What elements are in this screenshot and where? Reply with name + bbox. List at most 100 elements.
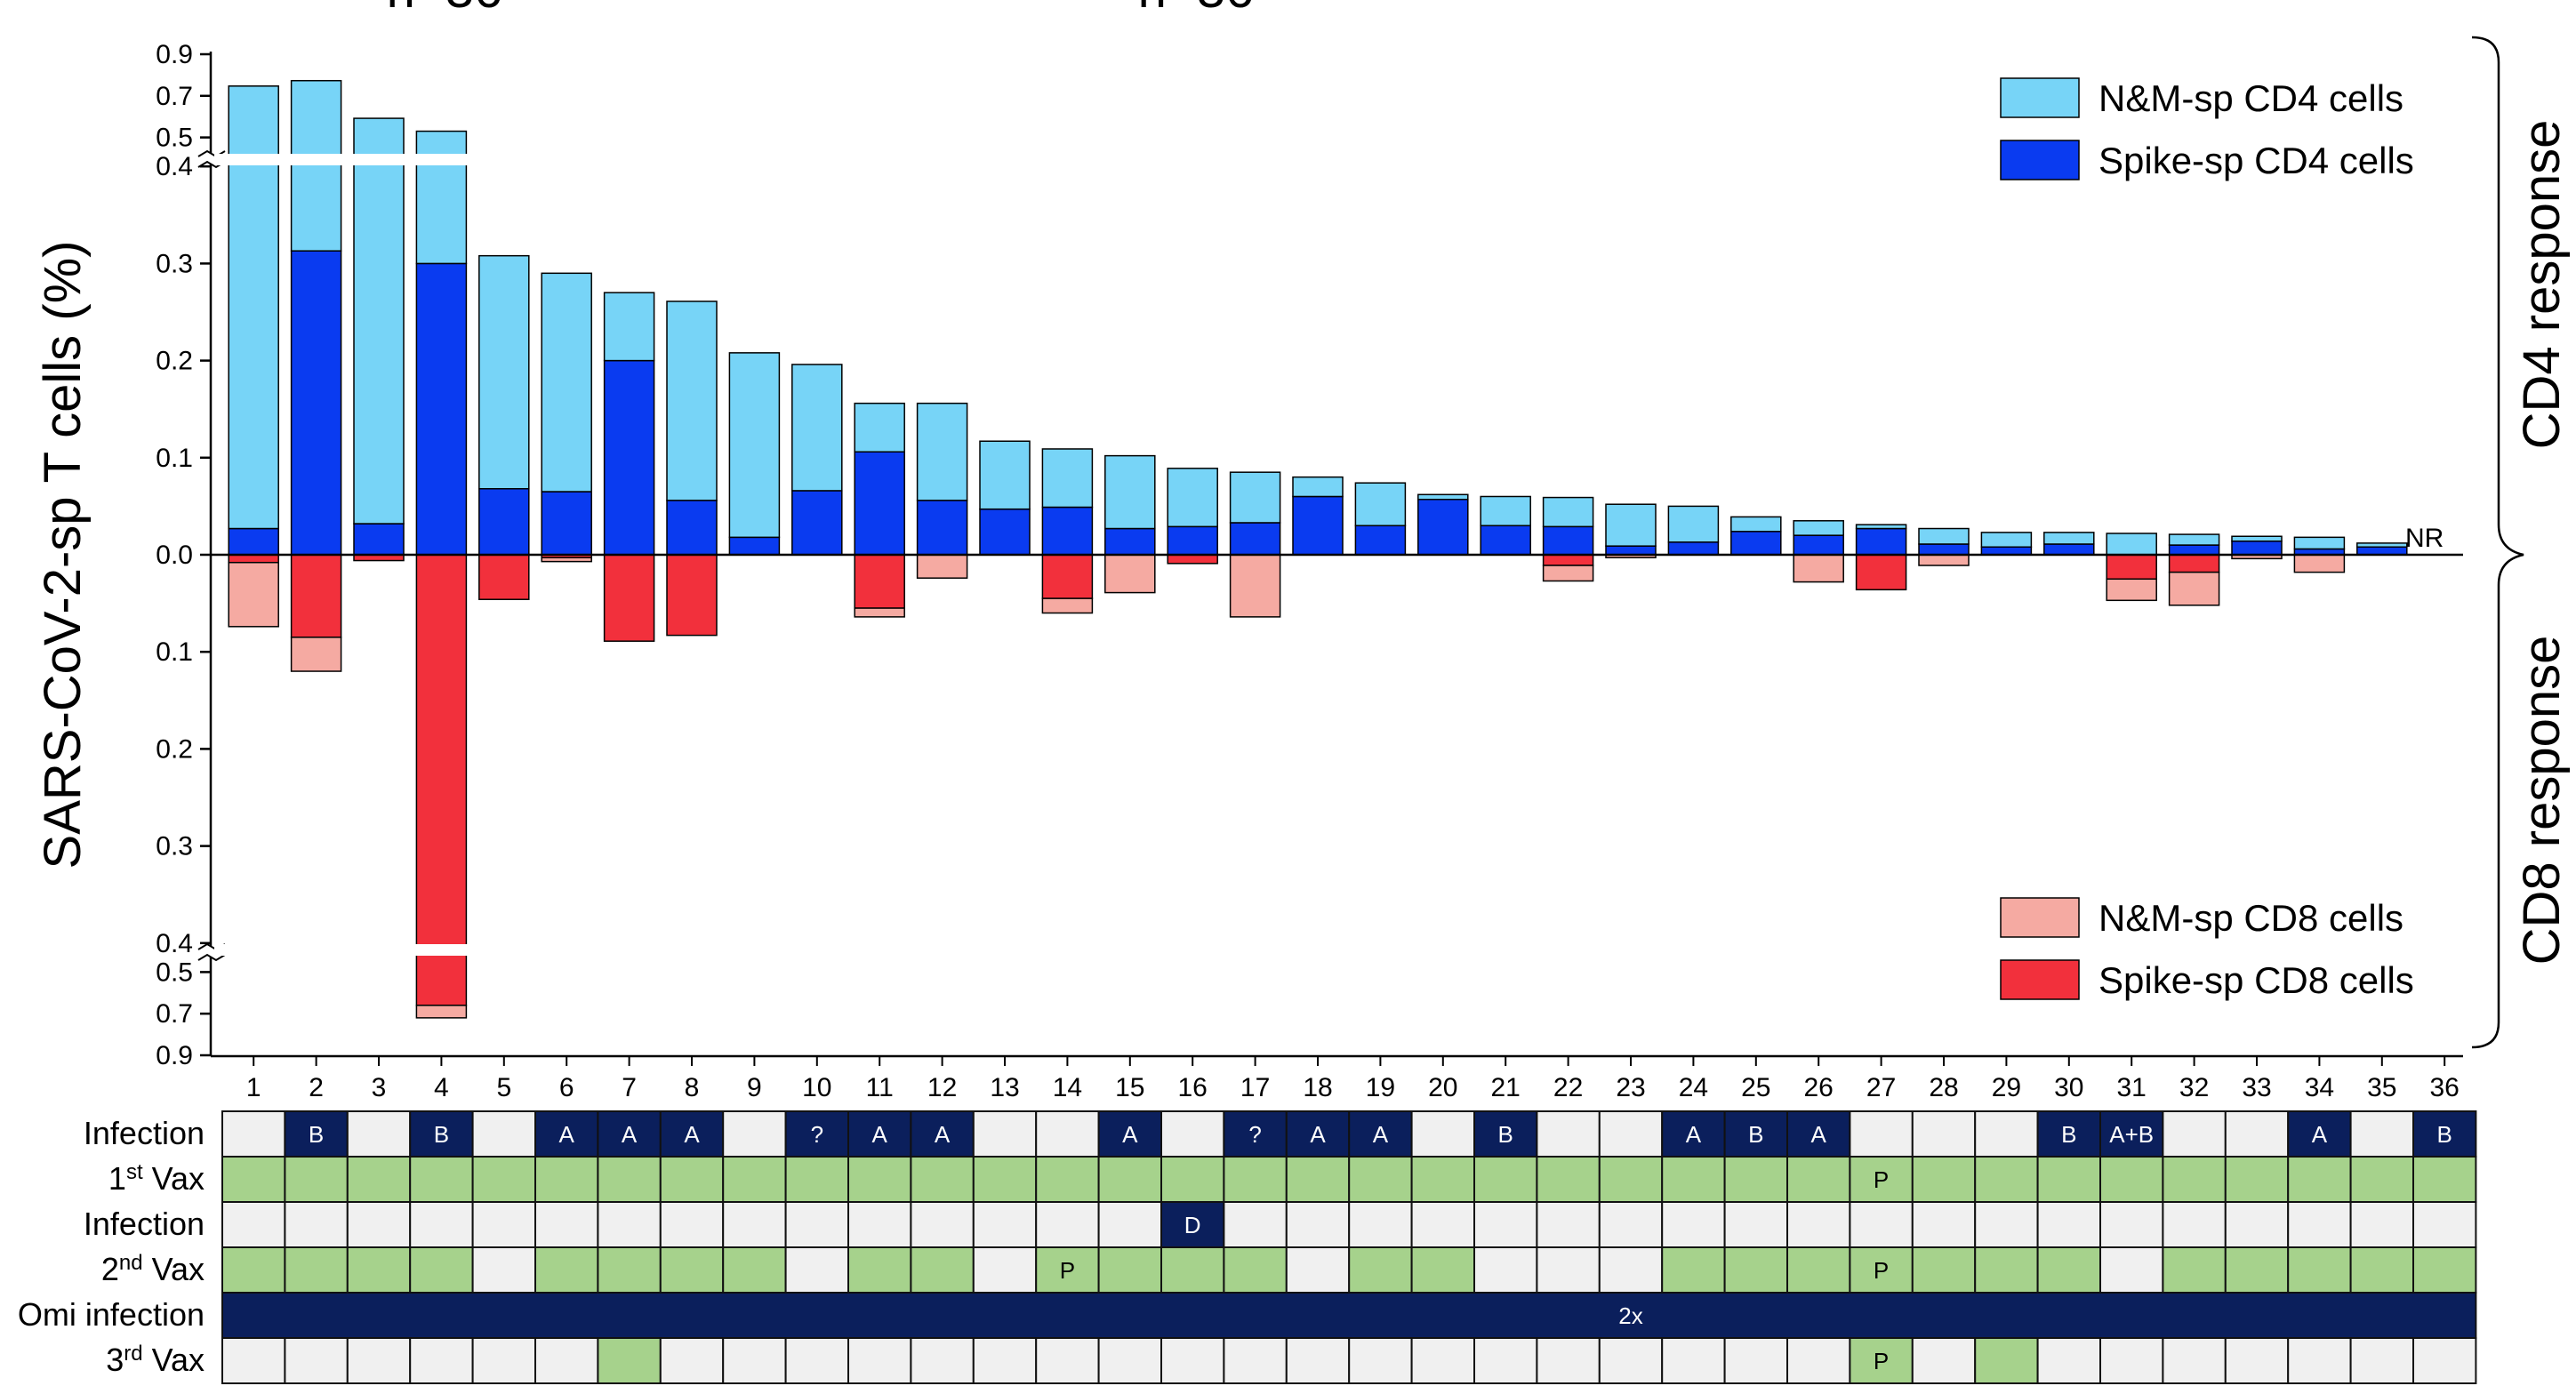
bar-spike-cd4	[1480, 525, 1531, 556]
grid-cell	[346, 1156, 412, 1203]
grid-cell	[471, 1156, 536, 1203]
grid-cell	[1536, 1156, 1601, 1203]
grid-cell	[1974, 1201, 2039, 1248]
grid-cell	[2412, 1201, 2477, 1248]
bar-nm-cd4	[415, 130, 468, 265]
bar-nm-cd4	[1855, 524, 1907, 530]
grid-cell-text: A	[1686, 1121, 1702, 1148]
bar-spike-cd4	[2231, 540, 2283, 556]
grid-cell	[284, 1246, 349, 1294]
bar-spike-cd8	[1041, 554, 1094, 599]
bar-nm-cd4	[1041, 448, 1094, 509]
grid-cell	[597, 1337, 662, 1384]
grid-cell	[1911, 1201, 1977, 1248]
legend-swatch	[2000, 959, 2080, 1000]
x-tick-label: 8	[685, 1073, 700, 1102]
grid-cell	[1723, 1110, 1788, 1158]
bar-nm-cd8	[1542, 565, 1594, 582]
grid-cell	[1723, 1337, 1788, 1384]
grid-cell-text: B	[434, 1121, 449, 1148]
grid-cell-text: P	[1874, 1257, 1889, 1284]
grid-cell	[1285, 1156, 1351, 1203]
bar-nm-cd4	[1480, 495, 1531, 526]
grid-cell-text: A	[935, 1121, 951, 1148]
grid-cell	[1723, 1156, 1788, 1203]
bar-spike-cd4	[1292, 495, 1344, 556]
grid-cell-text: P	[1060, 1257, 1075, 1284]
bar-spike-cd4	[666, 500, 718, 556]
grid-cell	[284, 1201, 349, 1248]
grid-cell	[1097, 1246, 1162, 1294]
grid-cell	[1223, 1337, 1288, 1384]
x-tick-label: 16	[1178, 1073, 1208, 1102]
grid-cell	[1974, 1110, 2039, 1158]
bar-nm-cd4	[1292, 476, 1344, 498]
y-tick-label-down: 0.4	[156, 929, 193, 958]
grid-cell	[1661, 1156, 1726, 1203]
grid-cell	[1473, 1337, 1538, 1384]
bar-spike-cd4	[1354, 525, 1407, 556]
bar-spike-cd4	[290, 250, 342, 556]
grid-cell	[597, 1246, 662, 1294]
grid-cell	[2162, 1337, 2227, 1384]
nr-label: NR	[2405, 524, 2444, 553]
bar-nm-cd4	[2043, 532, 2095, 545]
grid-cell	[2412, 1337, 2477, 1384]
grid-cell	[1097, 1201, 1162, 1248]
x-tick-label: 2	[309, 1073, 324, 1102]
bar-spike-cd4	[1605, 545, 1657, 556]
grid-row-label: 3rd Vax	[106, 1342, 205, 1378]
bar-nm-cd8	[2106, 578, 2157, 602]
grid-cell	[346, 1246, 412, 1294]
x-tick-label: 21	[1491, 1073, 1521, 1102]
grid-cell	[2162, 1110, 2227, 1158]
y-tick-label-up: 0.3	[156, 249, 193, 278]
grid-cell	[847, 1201, 912, 1248]
y-tick-label-lower: 0.5	[156, 957, 193, 987]
grid-cell	[659, 1246, 725, 1294]
grid-cell	[221, 1201, 286, 1248]
bar-nm-cd8	[541, 557, 592, 563]
grid-cell	[471, 1110, 536, 1158]
bar-nm-cd4	[1605, 503, 1657, 547]
grid-cell	[2287, 1201, 2352, 1248]
grid-cell	[1285, 1246, 1351, 1294]
x-tick-label: 12	[927, 1073, 957, 1102]
bar-spike-cd4	[1730, 531, 1782, 556]
x-tick-label: 27	[1866, 1073, 1896, 1102]
grid-cell	[1035, 1156, 1100, 1203]
grid-cell	[1661, 1201, 1726, 1248]
x-tick-label: 34	[2305, 1073, 2334, 1102]
bar-nm-cd4	[1918, 527, 1970, 545]
bar-nm-cd4	[2293, 536, 2346, 550]
legend-label: N&M-sp CD8 cells	[2099, 897, 2403, 939]
grid-cell	[1598, 1110, 1664, 1158]
x-tick-label: 23	[1616, 1073, 1645, 1102]
grid-cell	[1849, 1110, 1914, 1158]
grid-cell	[659, 1110, 725, 1158]
bar-nm-cd4	[1980, 532, 2033, 549]
grid-cell	[346, 1110, 412, 1158]
x-tick-label: 35	[2367, 1073, 2396, 1102]
legend-swatch	[2000, 77, 2080, 118]
grid-cell	[1536, 1110, 1601, 1158]
grid-cell	[1974, 1337, 2039, 1384]
grid-cell	[1410, 1156, 1475, 1203]
bar-spike-cd4	[1667, 541, 1720, 556]
x-tick-label: 13	[990, 1073, 1019, 1102]
bar-nm-cd4	[478, 254, 530, 490]
grid-cell	[2412, 1156, 2477, 1203]
grid-cell-text: B	[2437, 1121, 2452, 1148]
grid-cell	[1911, 1110, 1977, 1158]
grid-cell-text: B	[2061, 1121, 2076, 1148]
grid-cell	[910, 1201, 975, 1248]
grid-row-label: 2nd Vax	[101, 1251, 205, 1287]
grid-cell	[659, 1337, 725, 1384]
grid-cell-text: B	[309, 1121, 324, 1148]
x-tick-label: 7	[622, 1073, 637, 1102]
grid-cell	[972, 1201, 1038, 1248]
x-tick-label: 18	[1303, 1073, 1332, 1102]
axis-break-mark	[197, 953, 226, 962]
grid-cell	[1661, 1246, 1726, 1294]
